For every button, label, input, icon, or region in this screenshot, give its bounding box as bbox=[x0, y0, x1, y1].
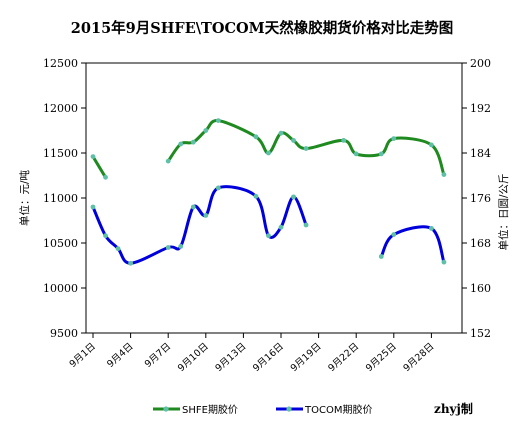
y-right-tick-label: 168 bbox=[470, 237, 491, 250]
x-tick-label: 9月13日 bbox=[213, 341, 248, 374]
x-tick-label: 9月28日 bbox=[401, 341, 436, 374]
y-axis-right-label: 单位：日圆/公斤 bbox=[497, 173, 510, 250]
y-left-tick-label: 10500 bbox=[43, 237, 78, 250]
y-left-tick-label: 12500 bbox=[43, 57, 78, 70]
series-line-shfe bbox=[166, 119, 446, 177]
data-point-shfe bbox=[278, 130, 284, 136]
x-tick-label: 9月19日 bbox=[289, 341, 324, 374]
data-point-shfe bbox=[441, 172, 447, 178]
data-point-tocom bbox=[441, 259, 447, 265]
data-point-tocom bbox=[190, 204, 196, 210]
data-point-tocom bbox=[203, 213, 209, 218]
y-right-tick-label: 160 bbox=[470, 282, 491, 295]
legend: SHFE期胶价 TOCOM期胶价 bbox=[153, 403, 372, 416]
y-right-tick-label: 192 bbox=[470, 102, 491, 115]
y-axis-left: 12500 12000 11500 11000 10500 10000 9500 bbox=[43, 57, 86, 340]
data-point-tocom bbox=[266, 233, 271, 239]
data-point-shfe bbox=[178, 141, 184, 147]
data-point-shfe bbox=[341, 138, 347, 143]
data-point-tocom bbox=[165, 245, 171, 250]
data-point-shfe bbox=[353, 151, 359, 157]
data-point-tocom bbox=[215, 185, 221, 191]
y-left-tick-label: 11500 bbox=[43, 147, 78, 160]
data-point-shfe bbox=[391, 136, 397, 142]
data-point-tocom bbox=[115, 246, 121, 252]
y-left-tick-label: 10000 bbox=[43, 282, 78, 295]
data-point-shfe bbox=[215, 118, 221, 123]
data-point-tocom bbox=[378, 254, 384, 259]
y-right-tick-label: 176 bbox=[470, 192, 491, 205]
chart-title: 2015年9月SHFE\TOCOM天然橡胶期货价格对比走势图 bbox=[71, 19, 453, 37]
legend-item-tocom: TOCOM期胶价 bbox=[276, 403, 372, 416]
y-left-tick-label: 12000 bbox=[43, 102, 78, 115]
data-point-shfe bbox=[291, 138, 296, 143]
legend-label-tocom: TOCOM期胶价 bbox=[304, 403, 372, 416]
series-shfe bbox=[90, 118, 447, 180]
series-tocom bbox=[90, 185, 447, 266]
data-point-shfe bbox=[266, 150, 271, 156]
data-point-shfe bbox=[378, 151, 384, 157]
data-point-tocom bbox=[278, 224, 284, 230]
data-point-tocom bbox=[178, 243, 184, 249]
legend-label-shfe: SHFE期胶价 bbox=[182, 403, 238, 416]
legend-marker-shfe bbox=[163, 406, 169, 412]
series-line-tocom bbox=[379, 225, 446, 264]
data-point-shfe bbox=[203, 128, 209, 133]
credit-label: zhyj制 bbox=[434, 401, 473, 416]
y-axis-right: 200 192 184 176 168 160 152 bbox=[462, 57, 491, 340]
data-point-shfe bbox=[303, 146, 309, 151]
x-tick-label: 9月4日 bbox=[105, 341, 135, 370]
x-tick-label: 9月10日 bbox=[176, 341, 211, 374]
data-point-shfe bbox=[253, 134, 259, 140]
x-tick-label: 9月7日 bbox=[143, 341, 173, 370]
plot-area bbox=[85, 62, 463, 334]
data-point-shfe bbox=[429, 142, 434, 148]
x-tick-label: 9月16日 bbox=[251, 341, 286, 374]
y-axis-left-label: 单位：元/吨 bbox=[18, 169, 31, 226]
data-point-tocom bbox=[90, 204, 96, 210]
data-point-shfe bbox=[190, 139, 196, 145]
x-axis: 9月1日 9月4日 9月7日 9月10日 9月13日 9月16日 9月19日 9月22日 9月2… bbox=[68, 333, 436, 374]
data-point-tocom bbox=[253, 193, 259, 199]
data-point-shfe bbox=[165, 158, 171, 164]
x-tick-label: 9月1日 bbox=[68, 341, 98, 370]
series-layer bbox=[90, 118, 447, 266]
data-point-tocom bbox=[291, 194, 296, 200]
data-point-tocom bbox=[303, 222, 309, 228]
y-right-tick-label: 200 bbox=[470, 57, 491, 70]
y-left-tick-label: 9500 bbox=[50, 327, 78, 340]
legend-marker-tocom bbox=[286, 406, 292, 412]
data-point-tocom bbox=[103, 233, 108, 239]
data-point-tocom bbox=[391, 232, 397, 237]
x-tick-label: 9月22日 bbox=[326, 341, 361, 374]
legend-item-shfe: SHFE期胶价 bbox=[153, 403, 238, 416]
y-right-tick-label: 152 bbox=[470, 327, 491, 340]
y-left-tick-label: 11000 bbox=[43, 192, 78, 205]
x-tick-label: 9月25日 bbox=[364, 341, 399, 374]
y-right-tick-label: 184 bbox=[470, 147, 491, 160]
data-point-shfe bbox=[103, 174, 108, 180]
data-point-tocom bbox=[128, 260, 134, 266]
data-point-shfe bbox=[90, 154, 96, 160]
data-point-tocom bbox=[429, 225, 434, 231]
